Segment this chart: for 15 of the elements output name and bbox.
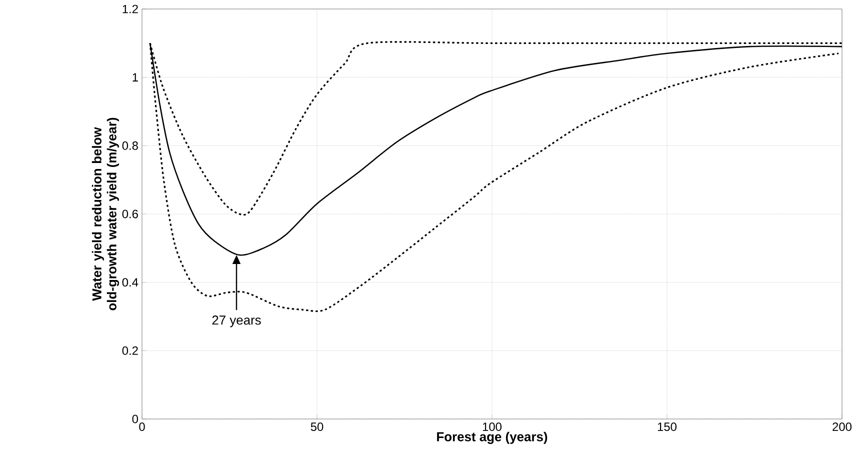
x-tick-label: 200	[832, 422, 852, 431]
y-tick-label: 0.4	[122, 278, 138, 287]
annotation: 27 years	[212, 316, 261, 328]
x-tick-label: 0	[139, 422, 145, 431]
y-axis-title: Water yield reduction below old-growth water yield (m/year)	[92, 118, 120, 310]
x-tick-label: 100	[482, 422, 502, 431]
y-tick-label: 1	[132, 73, 138, 82]
y-tick-label: 0.6	[122, 210, 138, 218]
y-tick-label: 0.8	[122, 141, 138, 150]
y-tick-label: 1.2	[122, 4, 138, 14]
x-tick-label: 50	[310, 422, 324, 431]
x-axis-title: Forest age (years)	[437, 432, 548, 444]
y-tick-label: 0	[132, 414, 138, 424]
y-tick-label: 0.2	[122, 346, 138, 355]
x-tick-label: 150	[658, 422, 677, 431]
